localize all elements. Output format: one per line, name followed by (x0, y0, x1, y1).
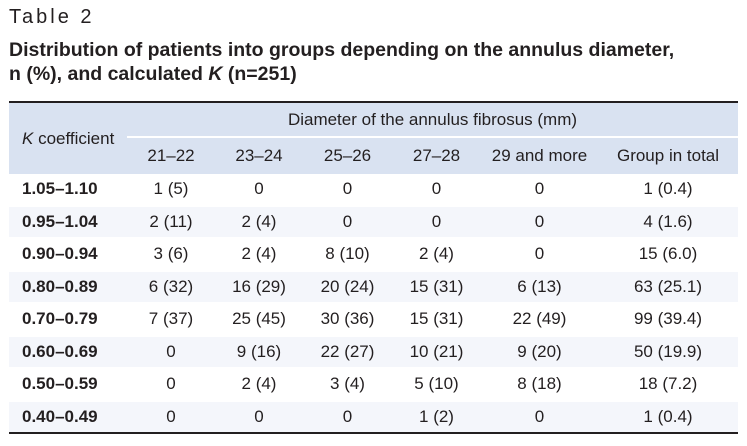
table-cell: 5 (10) (392, 367, 481, 401)
table-cell: 1 (2) (392, 399, 481, 433)
table-cell: 16 (29) (215, 269, 303, 303)
table-cell: 0 (303, 174, 392, 206)
table-cell: 0 (127, 367, 215, 401)
table-cell: 9 (16) (215, 334, 303, 368)
table-cell: 3 (4) (303, 367, 392, 401)
table-cell: 22 (49) (481, 302, 598, 336)
column-header: 23–24 (215, 137, 303, 174)
table-body: 1.05–1.10 1 (5) 0 0 0 0 1 (0.4) 0.95–1.04 2 (11)… (9, 174, 738, 433)
table-cell: 0 (303, 204, 392, 238)
table-cell: 0 (215, 399, 303, 433)
table-row: 1.05–1.10 1 (5) 0 0 0 0 1 (0.4) (9, 174, 738, 206)
row-label: 0.70–0.79 (9, 302, 127, 336)
table-number-label: Table 2 (9, 6, 95, 28)
table-cell: 1 (5) (127, 174, 215, 206)
table-cell: 15 (6.0) (598, 237, 738, 271)
table-cell: 30 (36) (303, 302, 392, 336)
k-symbol: K (22, 128, 34, 148)
row-label: 0.50–0.59 (9, 367, 127, 401)
table-cell: 7 (37) (127, 302, 215, 336)
table-cell: 0 (481, 399, 598, 433)
table-row: 0.95–1.04 2 (11) 2 (4) 0 0 0 4 (1.6) (9, 204, 738, 238)
table-cell: 0 (127, 334, 215, 368)
table-cell: 0 (392, 174, 481, 206)
table-cell: 0 (303, 399, 392, 433)
table-cell: 0 (481, 204, 598, 238)
column-header: Group in total (598, 137, 738, 174)
row-label: 0.40–0.49 (9, 399, 127, 433)
caption-line-2-post: (n=251) (222, 63, 297, 85)
table-cell: 15 (31) (392, 269, 481, 303)
table-cell: 6 (13) (481, 269, 598, 303)
table-cell: 15 (31) (392, 302, 481, 336)
table-cell: 0 (481, 237, 598, 271)
table-cell: 4 (1.6) (598, 204, 738, 238)
row-label: 0.60–0.69 (9, 334, 127, 368)
caption-k-symbol: K (208, 63, 223, 85)
table-cell: 0 (215, 174, 303, 206)
table-cell: 6 (32) (127, 269, 215, 303)
table-row: 0.40–0.49 0 0 0 1 (2) 0 1 (0.4) (9, 399, 738, 433)
table-row: 0.70–0.79 7 (37) 25 (45) 30 (36) 15 (31) 22 (… (9, 302, 738, 336)
table-row: 0.50–0.59 0 2 (4) 3 (4) 5 (10) 8 (18) 18 (7.2) (9, 367, 738, 401)
table-cell: 2 (4) (392, 237, 481, 271)
table-row: 0.90–0.94 3 (6) 2 (4) 8 (10) 2 (4) 0 15 (6.0) (9, 237, 738, 271)
table-cell: 22 (27) (303, 334, 392, 368)
column-header: 25–26 (303, 137, 392, 174)
table-cell: 2 (4) (215, 204, 303, 238)
column-header: 27–28 (392, 137, 481, 174)
table-cell: 25 (45) (215, 302, 303, 336)
table-cell: 9 (20) (481, 334, 598, 368)
caption-line-1: Distribution of patients into groups dep… (9, 39, 675, 61)
table-caption: Distribution of patients into groups dep… (9, 38, 674, 86)
row-label: 0.95–1.04 (9, 204, 127, 238)
table-cell: 20 (24) (303, 269, 392, 303)
table-cell: 2 (4) (215, 237, 303, 271)
table-cell: 1 (0.4) (598, 399, 738, 433)
table-cell: 50 (19.9) (598, 334, 738, 368)
table-cell: 8 (10) (303, 237, 392, 271)
table-row: 0.80–0.89 6 (32) 16 (29) 20 (24) 15 (31) 6 (1… (9, 269, 738, 303)
row-label: 0.90–0.94 (9, 237, 127, 271)
table-cell: 1 (0.4) (598, 174, 738, 206)
row-label: 0.80–0.89 (9, 269, 127, 303)
table-cell: 0 (392, 204, 481, 238)
k-coefficient-header-text: coefficient (33, 128, 115, 148)
table-cell: 18 (7.2) (598, 367, 738, 401)
column-header: 21–22 (127, 137, 215, 174)
column-header: 29 and more (481, 137, 598, 174)
caption-line-2: n (%), and calculated K (n=251) (9, 62, 674, 86)
row-label: 1.05–1.10 (9, 174, 127, 206)
table-header: K coefficient Diameter of the annulus fi… (9, 102, 738, 174)
caption-line-2-pre: n (%), and calculated (9, 63, 209, 85)
table-cell: 0 (481, 174, 598, 206)
table-cell: 8 (18) (481, 367, 598, 401)
table-cell: 0 (127, 399, 215, 433)
table-cell: 3 (6) (127, 237, 215, 271)
table-cell: 2 (4) (215, 367, 303, 401)
table-cell: 10 (21) (392, 334, 481, 368)
diameter-span-header: Diameter of the annulus fibrosus (mm) (127, 102, 738, 138)
distribution-table: K coefficient Diameter of the annulus fi… (9, 101, 738, 434)
table-cell: 99 (39.4) (598, 302, 738, 336)
table-cell: 2 (11) (127, 204, 215, 238)
table-row: 0.60–0.69 0 9 (16) 22 (27) 10 (21) 9 (20) 50 (… (9, 334, 738, 368)
table-cell: 63 (25.1) (598, 269, 738, 303)
k-coefficient-header: K coefficient (9, 102, 127, 174)
